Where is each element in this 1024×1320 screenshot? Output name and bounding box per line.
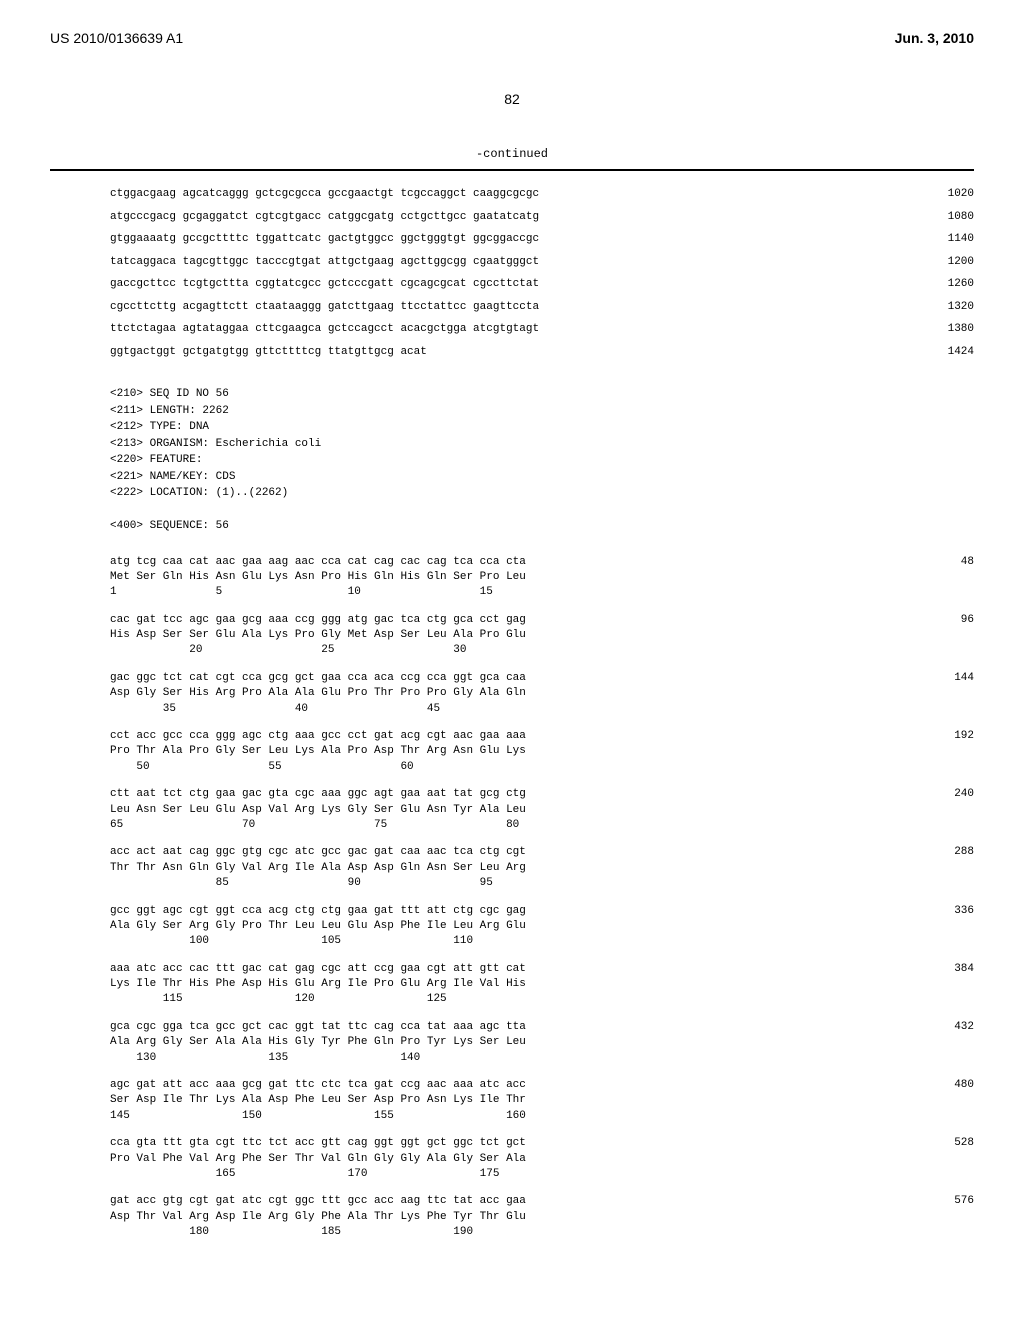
cds-entry: acc act aat cag ggc gtg cgc atc gcc gac … (50, 845, 974, 891)
cds-entry: gca cgc gga tca gcc gct cac ggt tat ttc … (50, 1020, 974, 1066)
cds-sequence: atg tcg caa cat aac gaa aag aac cca cat … (50, 555, 974, 1241)
page-number: 82 (50, 91, 974, 107)
rule-thin (50, 170, 974, 171)
cds-entry: ctt aat tct ctg gaa gac gta cgc aaa ggc … (50, 787, 974, 833)
nucleotide-line: ctggacgaag agcatcaggg gctcgcgcca gccgaac… (110, 186, 974, 203)
cds-entry: aaa atc acc cac ttt gac cat gag cgc att … (50, 962, 974, 1008)
cds-entry: cca gta ttt gta cgt ttc tct acc gtt cag … (50, 1136, 974, 1182)
nucleotide-line: atgcccgacg gcgaggatct cgtcgtgacc catggcg… (110, 209, 974, 226)
nucleotide-line: gaccgcttcc tcgtgcttta cggtatcgcc gctcccg… (110, 276, 974, 293)
cds-entry: agc gat att acc aaa gcg gat ttc ctc tca … (50, 1078, 974, 1124)
sequence-header: <210> SEQ ID NO 56 <211> LENGTH: 2262 <2… (50, 386, 974, 535)
publication-number: US 2010/0136639 A1 (50, 30, 183, 46)
nucleotide-line: ggtgactggt gctgatgtgg gttcttttcg ttatgtt… (110, 344, 974, 361)
cds-entry: gac ggc tct cat cgt cca gcg gct gaa cca … (50, 671, 974, 717)
continued-label: -continued (50, 147, 974, 161)
nucleotide-line: tatcaggaca tagcgttggc tacccgtgat attgctg… (110, 254, 974, 271)
nucleotide-sequence: ctggacgaag agcatcaggg gctcgcgcca gccgaac… (50, 186, 974, 366)
cds-entry: gcc ggt agc cgt ggt cca acg ctg ctg gaa … (50, 904, 974, 950)
cds-entry: gat acc gtg cgt gat atc cgt ggc ttt gcc … (50, 1194, 974, 1240)
page-header: US 2010/0136639 A1 Jun. 3, 2010 (50, 30, 974, 46)
nucleotide-line: cgccttcttg acgagttctt ctaataaggg gatcttg… (110, 299, 974, 316)
nucleotide-line: ttctctagaa agtataggaa cttcgaagca gctccag… (110, 321, 974, 338)
cds-entry: cac gat tcc agc gaa gcg aaa ccg ggg atg … (50, 613, 974, 659)
cds-entry: cct acc gcc cca ggg agc ctg aaa gcc cct … (50, 729, 974, 775)
publication-date: Jun. 3, 2010 (895, 30, 974, 46)
cds-entry: atg tcg caa cat aac gaa aag aac cca cat … (50, 555, 974, 601)
nucleotide-line: gtggaaaatg gccgcttttc tggattcatc gactgtg… (110, 231, 974, 248)
